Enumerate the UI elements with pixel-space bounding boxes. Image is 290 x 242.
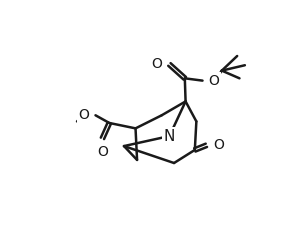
Text: O: O bbox=[152, 57, 162, 71]
Text: O: O bbox=[79, 108, 89, 122]
Text: O: O bbox=[97, 145, 108, 159]
Text: N: N bbox=[164, 129, 175, 144]
Text: O: O bbox=[209, 74, 220, 88]
Text: O: O bbox=[213, 138, 224, 152]
